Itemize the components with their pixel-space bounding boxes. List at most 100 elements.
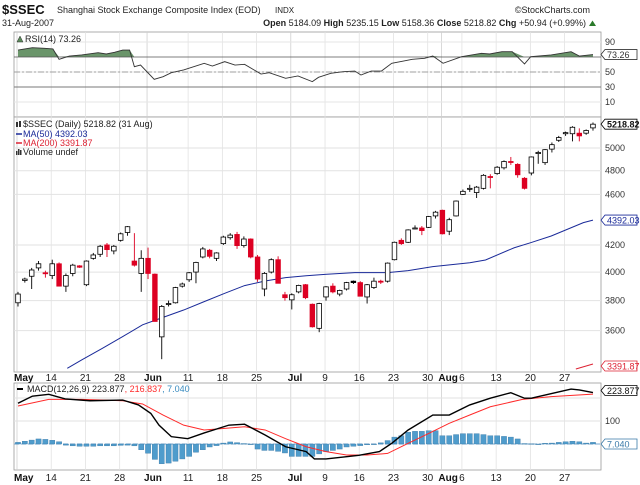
macd-histogram-bar — [466, 433, 473, 445]
macd-hist-value-box: 7.040 — [600, 438, 638, 450]
symbol: $SSEC — [2, 2, 45, 17]
ma200-value-box: 3391.87 — [600, 360, 640, 372]
date-label-top: Aug — [438, 373, 457, 384]
ma50-value-box-text: 4392.03 — [607, 215, 640, 225]
candle-body — [323, 286, 329, 298]
candle-body — [193, 262, 199, 273]
date-label-bottom: 16 — [354, 473, 366, 484]
rsi-chart-icon — [16, 35, 24, 43]
candle-body — [295, 285, 302, 293]
candle-body — [35, 263, 42, 269]
price-series-group — [15, 122, 596, 370]
candle-body — [227, 234, 233, 239]
candle-body — [439, 209, 446, 235]
candle-body — [145, 257, 151, 274]
rsi-tick-label: 10 — [605, 97, 615, 107]
macd-histogram-bar — [473, 433, 480, 445]
price-tick-label: 4200 — [605, 240, 625, 250]
macd-histogram-bar — [508, 436, 514, 445]
quote-date: 31-Aug-2007 — [2, 18, 54, 28]
candle-body — [56, 263, 62, 287]
candle-body — [117, 233, 124, 241]
brand-logo[interactable]: ©StockCharts.com — [515, 5, 590, 15]
macd-histogram-bar — [152, 443, 158, 460]
rsi-legend: RSI(14) 73.26 — [25, 34, 81, 44]
date-label-bottom: 25 — [251, 473, 263, 484]
date-label-bottom: 11 — [183, 473, 194, 484]
ma50-line — [67, 219, 594, 369]
macd-histogram-bar — [289, 443, 295, 457]
candle-body — [206, 249, 213, 257]
candle-body — [350, 280, 357, 283]
date-label-top: 20 — [525, 373, 537, 384]
ma200-value-box-text: 3391.87 — [607, 361, 640, 371]
candle-body — [97, 245, 103, 255]
quote-summary: Open 5184.09 High 5235.15 Low 5158.36 Cl… — [263, 18, 586, 28]
date-label-bottom: Jun — [144, 473, 162, 484]
date-label-top: 14 — [46, 373, 58, 384]
macd-histogram-bar — [158, 443, 165, 464]
date-label-top: 13 — [491, 373, 503, 384]
candle-body — [398, 239, 405, 245]
ma200-line — [575, 363, 594, 370]
candle-body — [42, 272, 49, 275]
macd-histogram-bar — [138, 443, 145, 450]
macd-histogram-bar — [193, 443, 199, 453]
date-label-bottom: May — [14, 473, 34, 484]
date-label-bottom: 30 — [422, 473, 434, 484]
macd-signal-line — [17, 393, 594, 456]
candle-body — [514, 163, 521, 176]
macd-histogram-bar — [227, 441, 233, 445]
candle-body — [138, 257, 144, 274]
macd-histogram-bar — [405, 432, 411, 445]
macd-histogram-bar — [28, 439, 35, 445]
date-label-bottom: 20 — [525, 473, 537, 484]
candle-body — [432, 211, 439, 217]
rsi-series — [14, 47, 601, 88]
macd-histogram-bar — [316, 443, 322, 455]
candle-body — [248, 238, 254, 258]
candle-body — [104, 244, 110, 250]
macd-histogram-bar — [90, 443, 97, 447]
candle-body — [159, 306, 165, 338]
macd-histogram-bar — [56, 441, 62, 445]
candle-body — [90, 254, 96, 259]
macd-histogram-bar — [179, 443, 186, 460]
date-label-top: 27 — [559, 373, 571, 384]
price-tick-label: 3600 — [605, 326, 625, 336]
date-label-bottom: 13 — [491, 473, 503, 484]
volume-legend: Volume undef — [23, 147, 79, 157]
candle-body — [378, 280, 384, 283]
macd-histogram-bar — [83, 443, 90, 447]
macd-histogram-bar — [261, 443, 268, 451]
candle-body — [583, 130, 589, 134]
rsi-value-box-box — [600, 49, 638, 60]
macd-histogram-bar — [330, 443, 336, 451]
close-value-box-box — [600, 118, 638, 130]
candle-body — [76, 265, 83, 268]
candle-body — [446, 219, 452, 232]
macd-histogram-bar — [268, 443, 275, 451]
candle-body — [63, 275, 69, 287]
macd-histogram-bar — [111, 443, 117, 447]
macd-histogram-bar — [542, 443, 548, 445]
date-label-top: 11 — [183, 373, 194, 384]
candle-body — [152, 273, 158, 322]
macd-histogram-bar — [42, 439, 49, 445]
candle-body — [220, 236, 227, 245]
axes: May May 14 14 21 21 28 28 Jun Jun 11 11 18 18 25 25 Jul J… — [14, 37, 640, 484]
candle-body — [542, 149, 548, 164]
macd-tick-label: 100 — [605, 416, 620, 426]
ma200-legend: MA(200) 3391.87 — [23, 138, 93, 148]
candle-body — [165, 303, 172, 305]
macd-histogram-bar — [275, 443, 281, 452]
date-label-bottom: 28 — [114, 473, 126, 484]
date-label-bottom: 18 — [217, 473, 229, 484]
candle-body — [268, 259, 274, 273]
macd-histogram-bar — [562, 441, 569, 445]
candle-body — [289, 294, 295, 301]
candle-body — [364, 284, 370, 298]
macd-histogram-bar — [521, 443, 528, 445]
price-series — [15, 122, 596, 370]
macd-histogram-bar — [343, 443, 350, 448]
